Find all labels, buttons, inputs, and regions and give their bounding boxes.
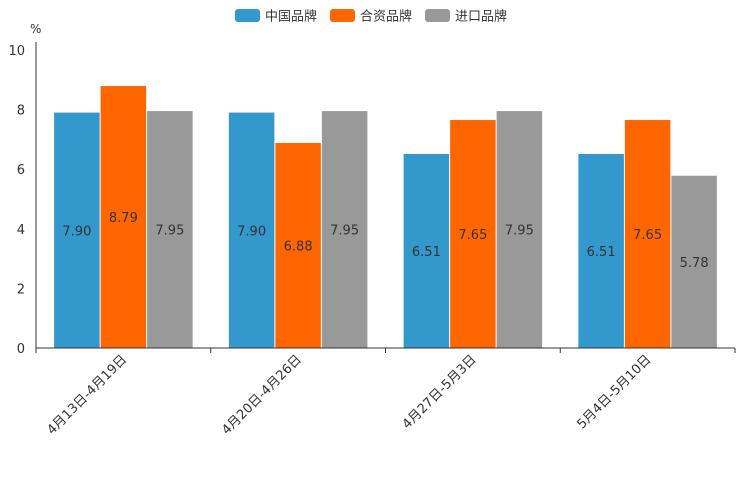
- data-label: 7.95: [505, 224, 534, 239]
- x-tick-label: 5月4日-5月10日: [575, 352, 655, 432]
- x-tick-label: 4月13日-4月19日: [44, 352, 130, 438]
- bar: [450, 120, 496, 348]
- bar: [100, 86, 147, 349]
- bar: [671, 175, 717, 348]
- data-label: 7.90: [62, 224, 91, 239]
- y-tick-label: 10: [8, 44, 25, 59]
- y-axis-unit: %: [30, 22, 41, 36]
- bar: [578, 154, 624, 348]
- data-label: 7.95: [330, 224, 359, 239]
- data-label: 7.65: [633, 228, 662, 243]
- bar: [228, 112, 275, 348]
- legend-label: 进口品牌: [455, 9, 507, 25]
- data-label: 6.51: [587, 245, 616, 260]
- data-label: 8.79: [109, 211, 138, 226]
- x-axis: 4月13日-4月19日 4月20日-4月26日 4月27日-5月3日 5月4日-5月1…: [35, 347, 736, 438]
- legend-swatch: [330, 9, 355, 22]
- y-tick-label: 2: [17, 282, 25, 297]
- bar: [403, 154, 450, 348]
- x-tick-label: 4月20日-4月26日: [219, 352, 305, 438]
- bar: [275, 142, 321, 348]
- legend-label: 中国品牌: [265, 9, 317, 25]
- bars: [54, 86, 717, 349]
- y-tick-label: 4: [17, 223, 25, 238]
- y-tick-label: 0: [17, 342, 25, 357]
- bar: [321, 111, 368, 348]
- data-label: 5.78: [680, 256, 709, 271]
- x-tick-label: 4月27日-5月3日: [400, 352, 480, 432]
- data-labels: 7.90 7.90 6.51 6.51 8.79 6.88 7.65 7.65 7.95 7.95…: [62, 211, 708, 271]
- data-label: 7.65: [458, 228, 487, 243]
- data-label: 6.51: [412, 245, 441, 260]
- legend: 中国品牌 合资品牌 进口品牌: [235, 9, 507, 25]
- y-tick-label: 8: [17, 104, 25, 119]
- bar: [147, 111, 193, 348]
- data-label: 7.90: [237, 224, 266, 239]
- bar: [496, 111, 543, 348]
- y-tick-label: 6: [17, 163, 25, 178]
- legend-swatch: [425, 9, 450, 22]
- bar: [624, 120, 671, 348]
- legend-swatch: [235, 9, 260, 22]
- data-label: 6.88: [284, 239, 313, 254]
- legend-label: 合资品牌: [360, 9, 412, 25]
- bar: [54, 112, 100, 348]
- data-label: 7.95: [155, 224, 184, 239]
- y-axis: 0 2 4 6 8 10: [8, 42, 37, 357]
